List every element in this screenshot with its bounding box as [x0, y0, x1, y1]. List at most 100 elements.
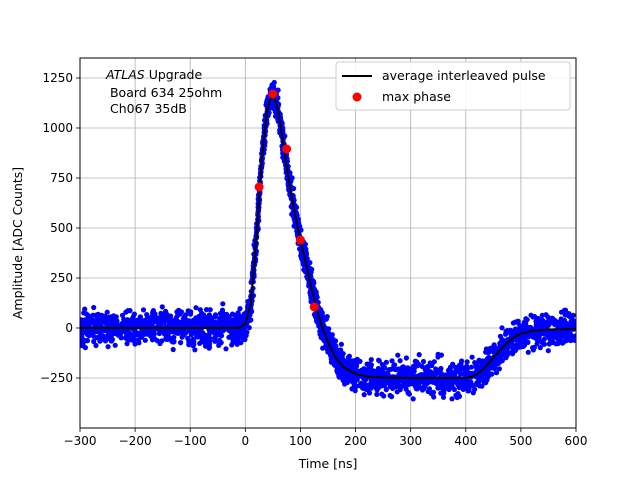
scatter-point — [106, 316, 112, 322]
scatter-point — [483, 380, 489, 386]
scatter-point — [178, 340, 184, 346]
scatter-point — [520, 343, 527, 349]
scatter-point — [539, 312, 545, 318]
scatter-point — [82, 306, 88, 312]
scatter-point — [491, 360, 497, 366]
scatter-point — [155, 315, 161, 321]
scatter-point — [545, 348, 551, 354]
scatter-point — [395, 352, 401, 358]
scatter-point — [416, 352, 422, 358]
scatter-point — [393, 384, 399, 390]
scatter-point — [394, 389, 400, 395]
scatter-point — [489, 345, 495, 351]
scatter-point — [450, 361, 456, 367]
scatter-point — [190, 343, 196, 349]
axes: −300 −200 −100 0 100 200 300 400 500 600 −250 0 250 5… — [40, 71, 587, 448]
scatter-point — [144, 312, 150, 318]
scatter-point — [562, 333, 568, 340]
scatter-point — [324, 346, 330, 352]
y-tick-label: 250 — [50, 271, 73, 285]
scatter-point — [107, 333, 113, 339]
scatter-point — [193, 305, 199, 311]
scatter-point — [403, 372, 409, 378]
scatter-point — [218, 340, 224, 346]
legend-label-average: average interleaved pulse — [382, 68, 546, 83]
scatter-point — [340, 377, 346, 383]
x-tick-label: 400 — [454, 434, 477, 448]
scatter-point — [91, 338, 97, 345]
scatter-point — [123, 309, 129, 315]
scatter-point — [99, 312, 105, 318]
scatter-point — [232, 336, 238, 342]
scatter-point — [124, 317, 131, 323]
scatter-point — [507, 329, 513, 335]
scatter-point — [339, 368, 345, 374]
scatter-point — [551, 320, 557, 326]
plot-data — [80, 79, 576, 402]
max-phase-point — [295, 235, 305, 245]
scatter-point — [136, 340, 142, 346]
scatter-point — [183, 312, 189, 318]
scatter-point — [449, 384, 455, 390]
max-phase-point — [282, 144, 292, 154]
scatter-point — [486, 371, 492, 378]
scatter-point — [112, 315, 118, 321]
scatter-point — [368, 379, 374, 385]
scatter-point — [150, 310, 156, 317]
scatter-point — [379, 391, 385, 397]
scatter-point — [94, 320, 101, 326]
scatter-point — [408, 366, 414, 372]
x-tick-label: 0 — [242, 434, 250, 448]
scatter-point — [566, 323, 573, 329]
scatter-point — [137, 314, 143, 320]
scatter-point — [410, 396, 416, 402]
scatter-point — [204, 338, 210, 344]
scatter-point — [226, 314, 232, 320]
y-tick-label: 1000 — [42, 121, 73, 135]
scatter-point — [505, 345, 511, 351]
scatter-point — [462, 371, 468, 377]
scatter-point — [415, 379, 421, 385]
scatter-point — [148, 319, 154, 325]
annotation-line-3: Ch067 35dB — [106, 101, 187, 116]
scatter-point — [89, 329, 95, 335]
scatter-point — [410, 372, 416, 378]
scatter-point — [431, 359, 437, 365]
scatter-point — [345, 360, 351, 366]
scatter-point — [223, 321, 229, 328]
scatter-point — [458, 380, 464, 386]
scatter-point — [202, 320, 208, 326]
scatter-point — [459, 358, 465, 364]
scatter-point — [129, 337, 135, 343]
scatter-point — [200, 330, 206, 336]
scatter-point — [182, 330, 188, 336]
scatter-point — [397, 358, 403, 364]
scatter-point — [186, 328, 192, 334]
scatter-point — [347, 377, 354, 383]
scatter-point — [441, 390, 447, 396]
scatter-point — [132, 341, 138, 347]
scatter-point — [154, 338, 160, 344]
scatter-point — [459, 364, 465, 370]
x-tick-label: 100 — [289, 434, 312, 448]
annotation-line-2: Board 634 25ohm — [106, 85, 222, 100]
scatter-point — [368, 362, 374, 368]
scatter-point — [365, 385, 371, 391]
scatter-point — [122, 322, 128, 328]
x-tick-label: 600 — [565, 434, 588, 448]
legend-label-max-phase: max phase — [382, 89, 451, 104]
scatter-point — [572, 335, 576, 341]
scatter-point — [242, 332, 249, 339]
scatter-point — [352, 379, 358, 385]
scatter-point — [510, 320, 516, 326]
scatter-point — [412, 358, 418, 364]
scatter-point — [88, 318, 95, 325]
scatter-point — [186, 342, 192, 348]
scatter-point — [223, 346, 229, 352]
scatter-point — [531, 313, 538, 320]
scatter-point — [455, 391, 461, 397]
scatter-point — [429, 362, 435, 369]
scatter-point — [379, 362, 386, 368]
scatter-point — [422, 382, 428, 388]
scatter-point — [464, 363, 470, 369]
